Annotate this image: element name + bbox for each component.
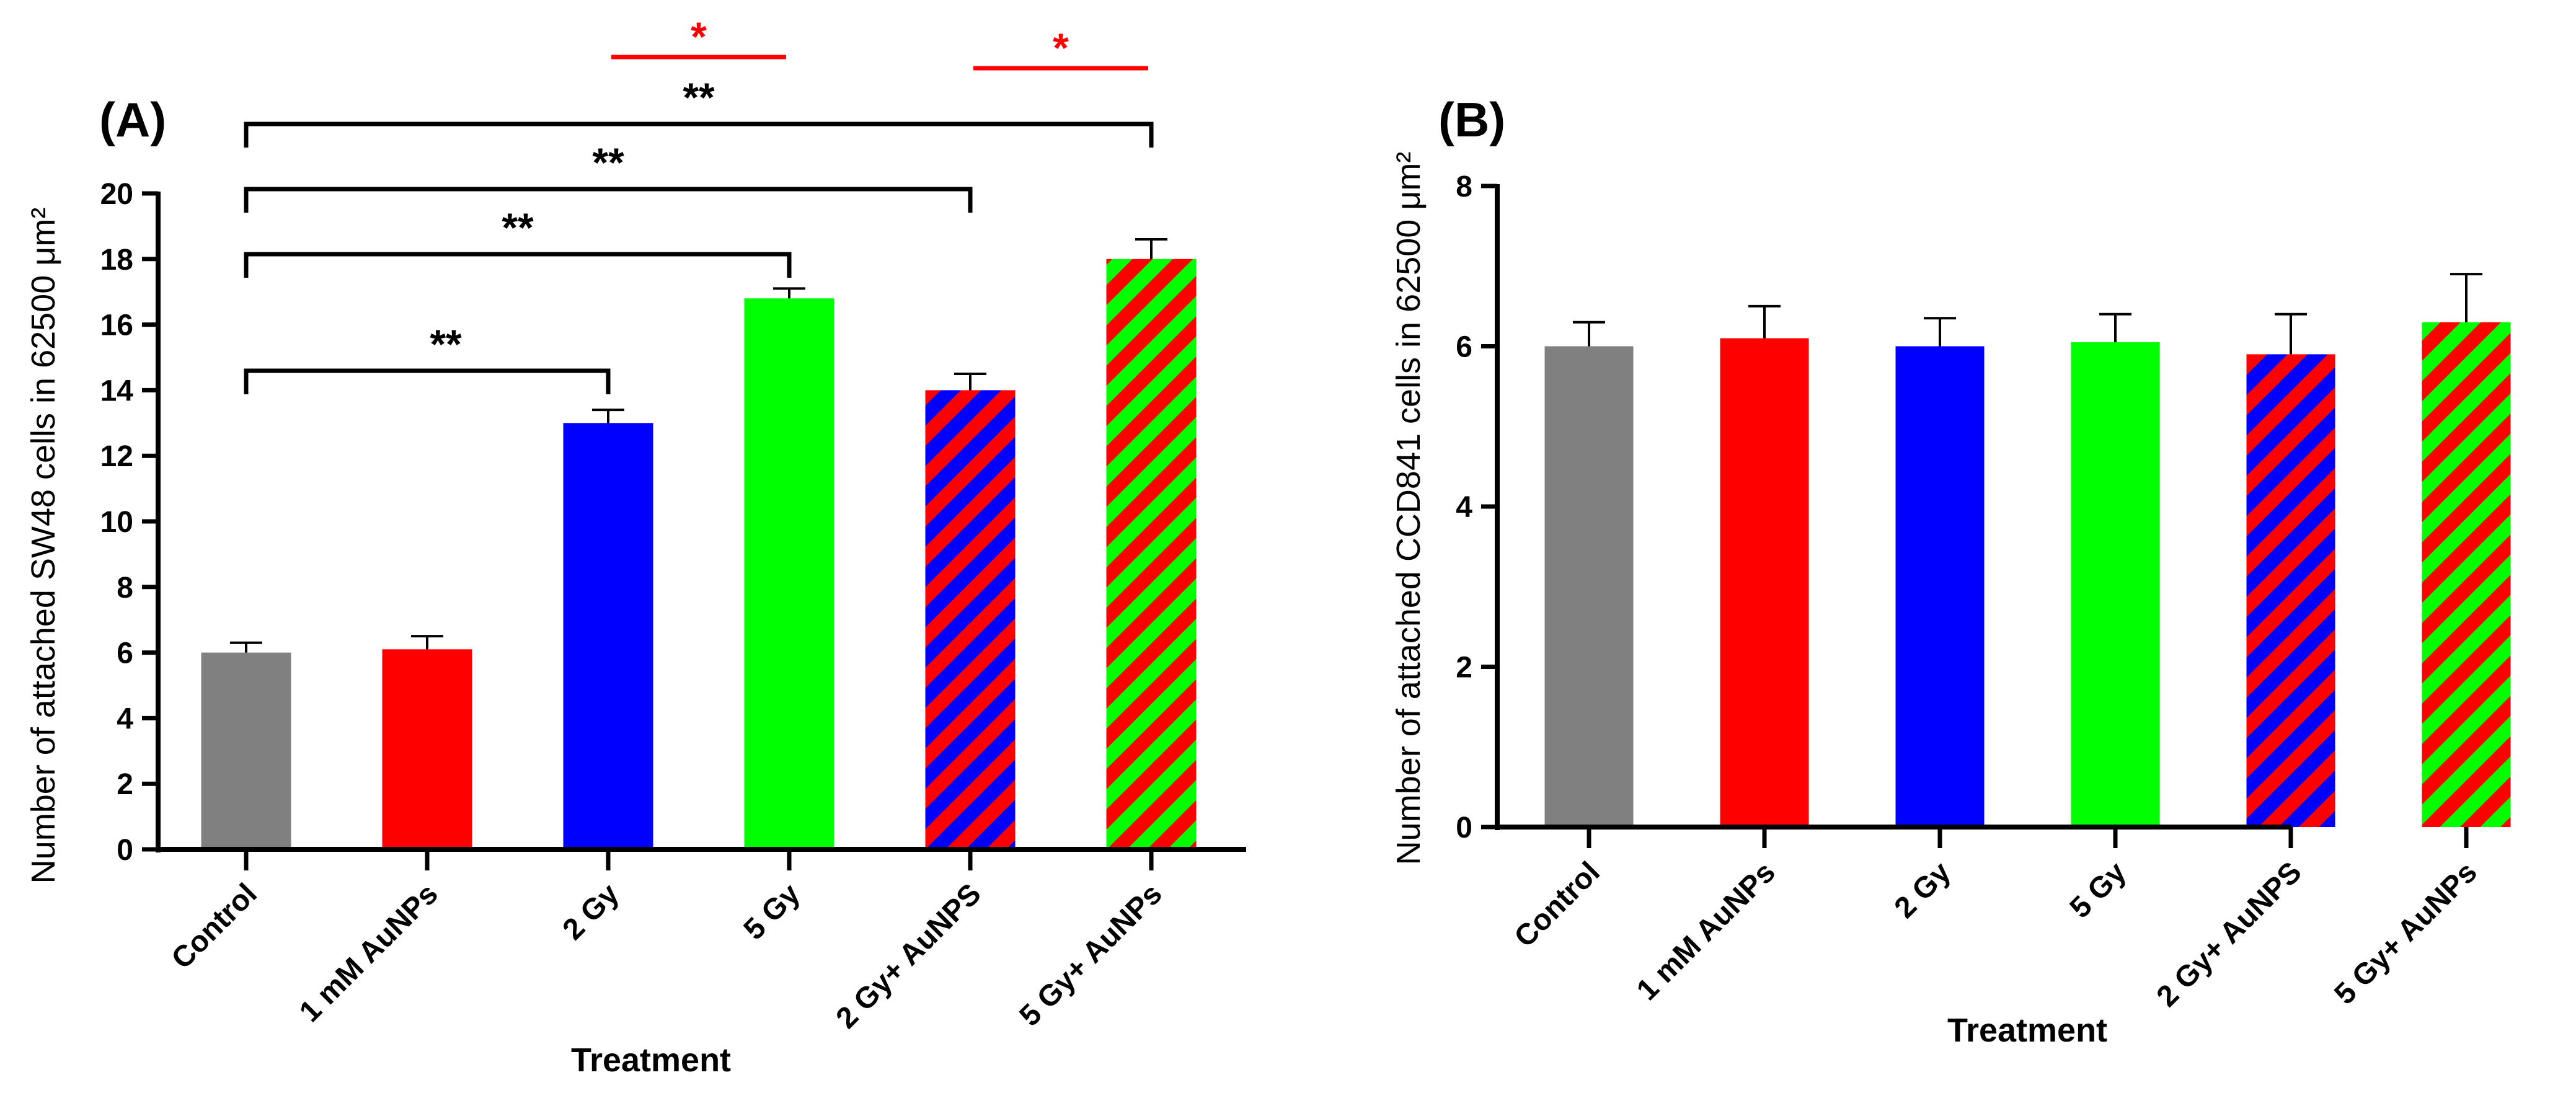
- panel-b-bar-2: [1895, 346, 1985, 827]
- panel-a-y-tick-label-1: 2: [117, 768, 133, 801]
- panel-a-significance-bracket-2: [244, 187, 973, 213]
- panel-b-y-axis-title: Number of attached CCD841 cells in 62500…: [1390, 152, 1427, 865]
- panel-b-y-tick-label-1: 2: [1456, 652, 1472, 684]
- panel-a-bar-1: [382, 649, 472, 849]
- panel-a-y-tick-label-10: 20: [100, 178, 133, 211]
- panel-a-bar-3: [744, 298, 834, 849]
- panel-b-x-tick-label-5: 5 Gy+ AuNPs: [2328, 856, 2483, 1011]
- panel-a-y-tick-label-6: 12: [100, 440, 133, 473]
- panel-a-significance-label-1: **: [502, 205, 534, 250]
- panel-a-significance-label-3: **: [683, 74, 715, 120]
- panel-a-significance-label-2: **: [592, 139, 624, 185]
- panel-a-significance-bracket-1: [244, 252, 792, 278]
- panel-a-y-axis-title: Number of attached SW48 cells in 62500 μ…: [25, 208, 62, 884]
- panel-a-bar-5: [1106, 259, 1197, 849]
- panel-a-significance-label-5: *: [1053, 25, 1069, 71]
- panel-a-significance-bracket-3: [244, 122, 1154, 148]
- panel-b-bar-5: [2422, 322, 2511, 827]
- panel-a-x-tick-label-3: 5 Gy: [738, 877, 807, 946]
- panel-b-x-tick-label-4: 2 Gy+ AuNPS: [2151, 856, 2308, 1013]
- panel-a-x-axis-title: Treatment: [571, 1042, 731, 1079]
- panel-a-bar-4: [925, 390, 1016, 849]
- panel-a-x-tick-label-5: 5 Gy+ AuNPs: [1013, 877, 1168, 1032]
- panel-a-bar-0: [201, 652, 291, 849]
- panel-a-significance-bracket-0: [244, 368, 611, 394]
- panel-a-y-tick-label-8: 16: [100, 309, 133, 342]
- panel-b-x-tick-label-1: 1 mM AuNPs: [1631, 856, 1782, 1007]
- panel-a-y-tick-label-3: 6: [117, 637, 133, 670]
- panel-b-bar-3: [2071, 342, 2160, 827]
- panel-a-y-tick-label-5: 10: [100, 506, 133, 539]
- panel-a-y-tick-label-7: 14: [100, 374, 134, 407]
- panel-a-chart: (A) Number of attached SW48 cells in 625…: [25, 14, 1246, 1079]
- panel-a-x-tick-label-4: 2 Gy+ AuNPS: [830, 877, 988, 1035]
- panel-a-bar-2: [563, 423, 653, 849]
- panel-a-x-tick-label-2: 2 Gy: [557, 877, 626, 946]
- panel-b-y-tick-label-3: 6: [1456, 331, 1472, 364]
- panel-b-bar-0: [1544, 346, 1634, 827]
- panel-a-significance-label-0: **: [430, 321, 462, 367]
- panel-b-x-tick-label-2: 2 Gy: [1888, 856, 1957, 924]
- panel-a-y-tick-label-9: 18: [100, 244, 133, 277]
- panel-a-y-tick-label-0: 0: [117, 834, 133, 867]
- panel-a-x-tick-label-0: Control: [166, 877, 263, 975]
- panel-a-y-tick-label-2: 4: [117, 702, 133, 735]
- panel-b-chart: (B) Number of attached CCD841 cells in 6…: [1390, 92, 2511, 1049]
- panel-b-x-tick-label-0: Control: [1508, 856, 1606, 954]
- panel-b-y-tick-label-4: 8: [1456, 170, 1472, 203]
- panel-b-y-tick-label-2: 4: [1456, 491, 1472, 524]
- panel-a-significance-label-4: *: [691, 14, 707, 60]
- panel-b-label: (B): [1438, 92, 1505, 147]
- panel-b-x-tick-label-3: 5 Gy: [2064, 856, 2133, 924]
- panel-a-y-tick-label-4: 8: [117, 572, 133, 604]
- panel-b-bar-4: [2246, 354, 2335, 827]
- panel-b-x-axis-title: Treatment: [1947, 1012, 2107, 1049]
- panel-a-label: (A): [99, 92, 166, 147]
- panel-a-x-tick-label-1: 1 mM AuNPs: [293, 877, 445, 1029]
- panel-b-y-tick-label-0: 0: [1456, 812, 1472, 844]
- panel-b-bar-1: [1720, 338, 1809, 827]
